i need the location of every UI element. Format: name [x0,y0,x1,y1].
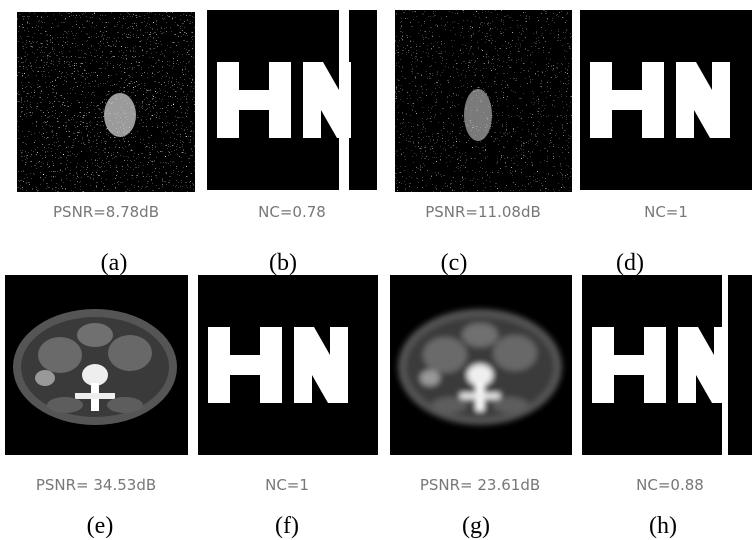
panel-label: (d) [616,250,644,276]
caption: NC=0.78 [258,203,326,221]
caption: NC=0.88 [636,476,704,494]
caption: PSNR= 34.53dB [36,476,156,494]
caption: PSNR= 23.61dB [420,476,540,494]
image-detail [464,89,492,141]
caption: NC=1 [265,476,309,494]
image [5,275,188,455]
panel-label: (h) [649,513,677,539]
watermark-image [198,275,378,455]
panel-label: (e) [87,513,114,539]
panel-label: (g) [462,513,490,539]
image [390,275,572,455]
watermark-image [207,10,377,190]
panel-label: (c) [441,250,468,276]
image-detail [104,93,136,137]
watermark-image [580,10,752,190]
watermark-image [582,275,752,455]
figure: PSNR=8.78dB NC=0.78 PSNR=11.08dB NC=1 (a… [0,0,752,540]
panel-label: (f) [275,513,299,539]
caption: PSNR=11.08dB [425,203,541,221]
panel-label: (b) [269,250,297,276]
image [17,12,195,192]
caption: PSNR=8.78dB [53,203,159,221]
caption: NC=1 [644,203,688,221]
panel-label: (a) [101,250,128,276]
